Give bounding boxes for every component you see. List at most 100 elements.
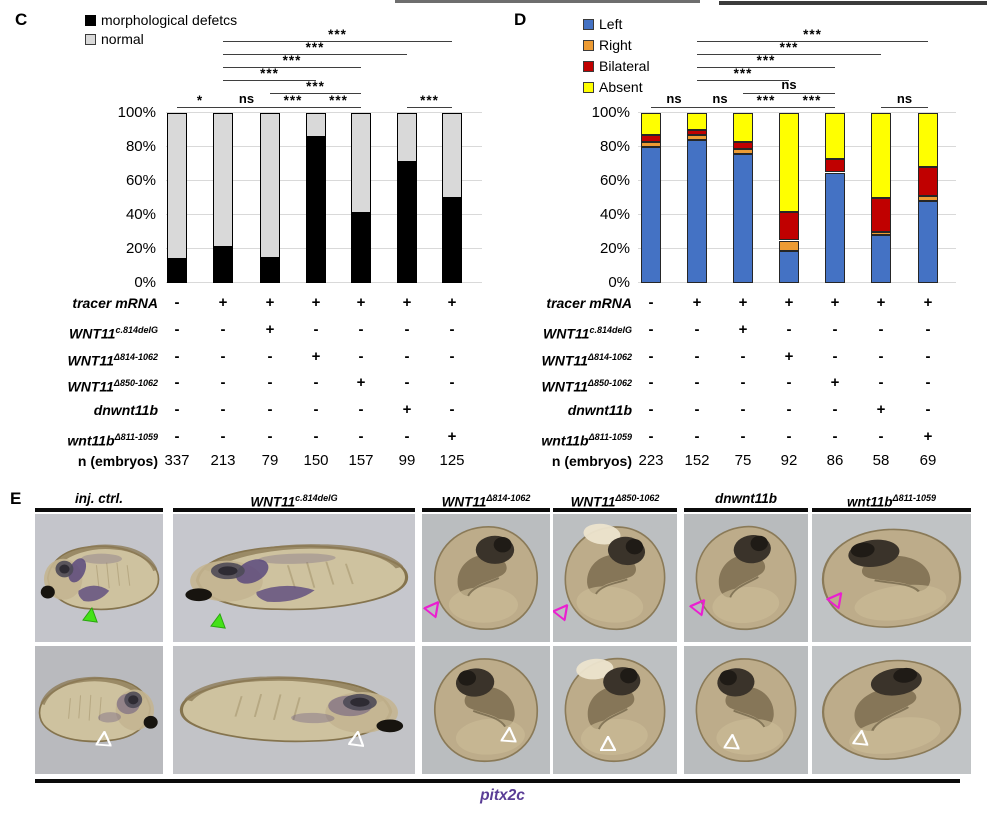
open-arrowhead-icon — [500, 726, 518, 743]
y-axis-tick-label: 40% — [599, 206, 630, 223]
genotype-value: + — [447, 294, 457, 311]
embryo-photo — [812, 646, 971, 774]
bar-segment-absent — [918, 113, 938, 168]
n-embryos-value: 69 — [919, 452, 937, 469]
bar-segment-right — [641, 141, 661, 147]
genotype-value: - — [220, 374, 226, 392]
bar-segment-defects — [260, 257, 280, 283]
bar-segment-bilateral — [918, 167, 938, 197]
genotype-value: + — [265, 294, 275, 311]
significance-label: *** — [282, 53, 302, 68]
significance-line — [177, 107, 223, 108]
genotype-value: - — [313, 401, 319, 419]
crop-remnant-line — [395, 0, 700, 3]
genotype-value: - — [832, 401, 838, 419]
genotype-value: - — [878, 320, 884, 338]
significance-label: *** — [756, 93, 776, 108]
y-axis-tick-label: 40% — [125, 206, 156, 223]
genotype-value: + — [218, 294, 228, 311]
genotype-row-label: WNT11Δ814-1062 — [541, 351, 633, 369]
genotype-value: + — [356, 374, 366, 392]
genotype-value: - — [648, 294, 654, 311]
n-embryos-value: 125 — [439, 452, 465, 469]
genotype-value: - — [925, 347, 931, 365]
genotype-value: - — [740, 374, 746, 392]
genotype-value: + — [784, 294, 794, 311]
panel-e-label: E — [10, 489, 22, 508]
genotype-row-label: wnt11bΔ811-1059 — [541, 432, 632, 449]
panel-e-column-underline — [173, 508, 415, 512]
significance-line — [697, 54, 881, 55]
gridline — [166, 112, 482, 114]
genotype-value: - — [358, 401, 364, 419]
legend-item: morphological defetcs — [85, 12, 237, 28]
significance-label: ns — [712, 91, 728, 106]
genotype-value: - — [358, 428, 364, 445]
panel-e-column-title: wnt11bΔ811-1059 — [847, 493, 936, 510]
legend-label: Absent — [599, 79, 643, 95]
genotype-value: - — [267, 347, 273, 365]
genotype-value: - — [358, 347, 364, 365]
significance-line — [223, 54, 407, 55]
y-axis-tick-label: 100% — [117, 104, 156, 121]
genotype-value: + — [265, 320, 275, 338]
significance-label: ns — [238, 91, 255, 106]
bar-segment-bilateral — [641, 135, 661, 142]
significance-line — [697, 41, 928, 42]
significance-line — [697, 107, 743, 108]
genotype-value: - — [694, 347, 700, 365]
genotype-value: - — [449, 347, 455, 365]
significance-line — [881, 107, 928, 108]
panel-e-column-title: WNT11c.814delG — [250, 493, 338, 510]
genotype-row-label: WNT11c.814delG — [543, 324, 632, 342]
bar-segment-right — [687, 135, 707, 141]
panel-d-label: D — [514, 10, 527, 29]
open-arrowhead-icon — [689, 595, 711, 617]
significance-label: *** — [733, 66, 753, 81]
genotype-value: + — [923, 294, 933, 311]
bar-segment-left — [871, 235, 891, 283]
bar-segment-normal — [397, 113, 417, 163]
genotype-value: - — [925, 320, 931, 338]
n-embryos-value: 75 — [734, 452, 752, 469]
n-embryos-value: 157 — [348, 452, 374, 469]
genotype-value: - — [786, 401, 792, 419]
bar-segment-absent — [871, 113, 891, 198]
bar-segment-right — [918, 196, 938, 202]
significance-label: ns — [896, 91, 913, 106]
genotype-value: - — [648, 347, 654, 365]
y-axis-tick-label: 0% — [134, 274, 156, 291]
embryo-photo — [812, 514, 971, 642]
embryo-photo — [553, 646, 677, 774]
embryo-photo — [35, 514, 163, 642]
genotype-value: + — [402, 401, 412, 419]
legend-item: Left — [583, 16, 622, 32]
gene-label: pitx2c — [480, 787, 525, 804]
legend-item: Absent — [583, 79, 643, 95]
n-embryos-value: 86 — [826, 452, 844, 469]
genotype-value: + — [447, 428, 457, 445]
bar-segment-normal — [351, 113, 371, 214]
genotype-value: - — [878, 428, 884, 445]
bar-segment-defects — [306, 136, 326, 283]
open-arrowhead-icon — [723, 733, 741, 750]
n-embryos-value: 223 — [638, 452, 664, 469]
legend-label: Left — [599, 16, 623, 32]
bar-segment-right — [779, 240, 799, 251]
genotype-row-label: wnt11bΔ811-1059 — [67, 432, 158, 449]
genotype-value: - — [786, 374, 792, 392]
significance-line — [270, 93, 361, 94]
genotype-row-label: WNT11Δ850-1062 — [67, 378, 159, 396]
panel-e-column-underline — [35, 508, 163, 512]
bar-segment-absent — [825, 113, 845, 159]
n-embryos-label: n (embryos) — [551, 453, 632, 469]
genotype-value: + — [830, 294, 840, 311]
genotype-value: - — [648, 401, 654, 419]
significance-line — [270, 107, 316, 108]
genotype-value: - — [174, 374, 180, 392]
genotype-value: + — [311, 347, 321, 365]
embryo-photo — [422, 514, 550, 642]
significance-line — [789, 107, 835, 108]
